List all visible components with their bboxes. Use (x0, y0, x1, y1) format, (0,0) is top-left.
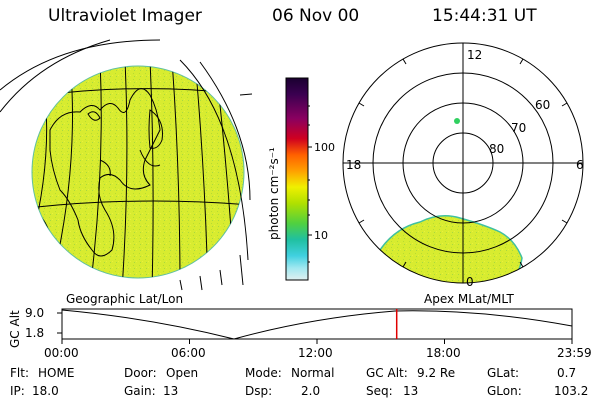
grid-outside-globe (0, 39, 253, 291)
mode-label: Mode: (245, 366, 282, 380)
glat-value: 0.7 (557, 366, 577, 380)
mlt-label-12: 12 (467, 48, 482, 62)
mlt-label-6: 6 (576, 158, 584, 172)
ip-label: IP: (10, 384, 25, 398)
geographic-image (0, 39, 253, 291)
altitude-xtick-1800: 18:00 (426, 346, 461, 360)
mlat-label-80: 80 (489, 142, 504, 156)
mlt-tick-marks (358, 58, 568, 268)
date-label: 06 Nov 00 (272, 6, 360, 26)
gain-label: Gain: (124, 384, 156, 398)
apex-projection-label: Apex MLat/MLT (424, 292, 514, 306)
altitude-xtick-0600: 06:00 (171, 346, 206, 360)
altitude-plot-frame (61, 308, 573, 340)
glat-label: GLat: (487, 366, 520, 380)
altitude-xtick-1200: 12:00 (298, 346, 333, 360)
gc-alt-label: GC Alt: (366, 366, 408, 380)
gc-alt-value: 9.2 Re (417, 366, 456, 380)
altitude-ytick-1: 1.8 (25, 326, 44, 340)
flt-label: Flt: (10, 366, 29, 380)
time-label: 15:44:31 UT (432, 6, 537, 26)
colorbar: 100 10 photon cm⁻²s⁻¹ (267, 77, 335, 281)
glon-label: GLon: (487, 384, 522, 398)
altitude-xtick-0000: 00:00 (44, 346, 79, 360)
seq-label: Seq: (366, 384, 393, 398)
auroral-spot (454, 118, 460, 124)
dsp-label: Dsp: (245, 384, 273, 398)
colorbar-tick-100: 100 (314, 141, 335, 154)
altitude-plot: 9.0 1.8 GC Alt 00:00 06:00 12:00 18:00 2… (8, 306, 592, 360)
altitude-ylabel: GC Alt (8, 310, 22, 348)
mlat-label-70: 70 (511, 121, 526, 135)
altitude-curve (61, 309, 573, 340)
altitude-xtick-2359: 23:59 (557, 346, 592, 360)
mlt-label-0: 0 (466, 275, 474, 289)
mlat-label-60: 60 (535, 98, 550, 112)
instrument-title: Ultraviolet Imager (48, 6, 202, 26)
seq-value: 13 (403, 384, 419, 398)
auroral-oval-image (379, 215, 523, 283)
gain-value: 13 (163, 384, 179, 398)
colorbar-unit-label: photon cm⁻²s⁻¹ (267, 147, 281, 240)
colorbar-tick-10: 10 (314, 229, 328, 242)
mode-value: Normal (291, 366, 335, 380)
geographic-projection-label: Geographic Lat/Lon (66, 292, 183, 306)
glon-value: 103.2 (554, 384, 589, 398)
door-value: Open (166, 366, 199, 380)
door-label: Door: (124, 366, 157, 380)
altitude-ytick-9: 9.0 (25, 306, 44, 320)
altitude-x-ticks (57, 312, 573, 344)
polar-plot: 12 18 6 0 60 70 80 (342, 42, 584, 289)
ip-value: 18.0 (32, 384, 59, 398)
dsp-value: 2.0 (301, 384, 321, 398)
mlt-label-18: 18 (346, 158, 361, 172)
flt-value: HOME (38, 366, 75, 380)
